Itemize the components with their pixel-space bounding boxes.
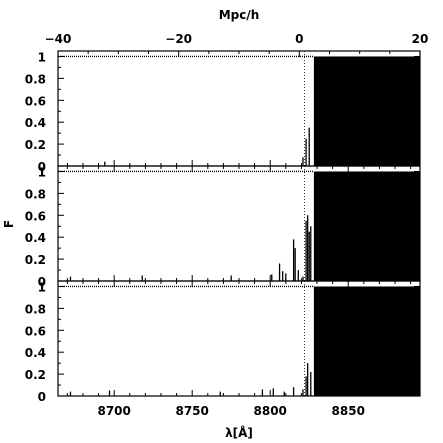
y-tick-label: 0.8 xyxy=(25,72,46,86)
bottom-tick-label: 8750 xyxy=(175,404,208,418)
saturated-region xyxy=(313,56,420,166)
y-tick-label: 0.2 xyxy=(25,138,46,152)
bottom-axis-label: λ[Å] xyxy=(225,425,253,440)
y-tick-label: 0.8 xyxy=(25,302,46,316)
y-tick-label: 0.6 xyxy=(25,324,46,338)
bottom-tick-label: 8850 xyxy=(332,404,365,418)
top-axis-label: Mpc/h xyxy=(219,8,260,22)
y-tick-label: 0.4 xyxy=(25,346,46,360)
top-tick-label: −20 xyxy=(165,32,192,46)
y-tick-label: 0.8 xyxy=(25,187,46,201)
y-tick-label: 0 xyxy=(38,390,46,404)
panels-group: 00.20.40.60.8100.20.40.60.8100.20.40.60.… xyxy=(25,50,421,404)
bottom-axis: 8700 8750 8800 8850 xyxy=(97,404,364,418)
panel-2: 0 0.2 0.4 0.6 0.8 1 xyxy=(25,165,421,289)
y-tick-label: 0.2 xyxy=(25,368,46,382)
y-axis-label: F xyxy=(2,220,16,228)
y-tick-label: 1 xyxy=(38,50,46,64)
y-tick-label: 0.4 xyxy=(25,116,46,130)
top-axis: −40 −20 0 20 xyxy=(45,32,429,57)
top-tick-label: 0 xyxy=(295,32,303,46)
top-tick-label: 20 xyxy=(412,32,429,46)
y-tick-label: 0.6 xyxy=(25,209,46,223)
y-tick-label: 1 xyxy=(38,165,46,179)
y-tick-label: 0 xyxy=(38,275,46,289)
y-tick-label: 1 xyxy=(38,280,46,294)
y-tick-label: 0.4 xyxy=(25,231,46,245)
y-tick-label: 0.2 xyxy=(25,253,46,267)
y-tick-label: 0 xyxy=(38,160,46,174)
bottom-tick-label: 8800 xyxy=(254,404,287,418)
bottom-tick-label: 8700 xyxy=(97,404,130,418)
saturated-region xyxy=(313,286,420,396)
top-tick-label: −40 xyxy=(45,32,72,46)
panel-3: 0 0.2 0.4 0.6 0.8 1 xyxy=(25,280,421,404)
y-tick-label: 0.6 xyxy=(25,94,46,108)
panel-1: 0 0.2 0.4 0.6 0.8 1 xyxy=(25,50,421,174)
saturated-region xyxy=(313,171,420,281)
